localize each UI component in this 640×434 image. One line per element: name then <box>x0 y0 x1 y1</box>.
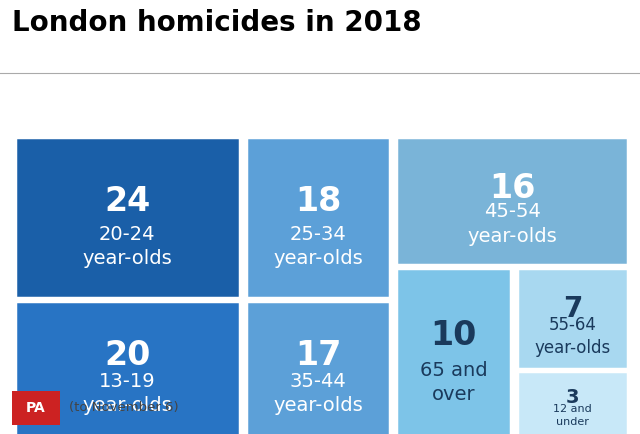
Bar <box>517 268 628 369</box>
Bar <box>517 371 628 434</box>
Text: 7: 7 <box>563 295 582 322</box>
Bar <box>396 137 628 265</box>
Text: 10: 10 <box>430 319 477 352</box>
Bar <box>246 301 390 434</box>
Text: 20-24
year-olds: 20-24 year-olds <box>83 225 172 268</box>
Text: 20: 20 <box>104 339 150 372</box>
Bar <box>15 301 240 434</box>
Text: 35-44
year-olds: 35-44 year-olds <box>273 372 363 415</box>
Text: 3: 3 <box>566 388 579 407</box>
Text: 12 and
under: 12 and under <box>553 404 592 427</box>
Text: 16: 16 <box>489 172 535 205</box>
Text: 65 and
over: 65 and over <box>420 361 487 404</box>
Bar <box>15 137 240 298</box>
Bar <box>12 391 60 424</box>
Text: PA: PA <box>26 401 45 415</box>
Text: 13-19
year-olds: 13-19 year-olds <box>83 372 172 415</box>
Bar <box>396 268 511 434</box>
Text: London homicides in 2018: London homicides in 2018 <box>12 10 421 37</box>
Text: 55-64
year-olds: 55-64 year-olds <box>534 316 611 357</box>
Text: 45-54
year-olds: 45-54 year-olds <box>467 202 557 246</box>
Text: 17: 17 <box>295 339 341 372</box>
Text: 18: 18 <box>295 185 341 218</box>
Text: (to November 6): (to November 6) <box>69 401 179 414</box>
Bar <box>246 137 390 298</box>
Text: 25-34
year-olds: 25-34 year-olds <box>273 225 363 268</box>
Text: 24: 24 <box>104 185 150 218</box>
